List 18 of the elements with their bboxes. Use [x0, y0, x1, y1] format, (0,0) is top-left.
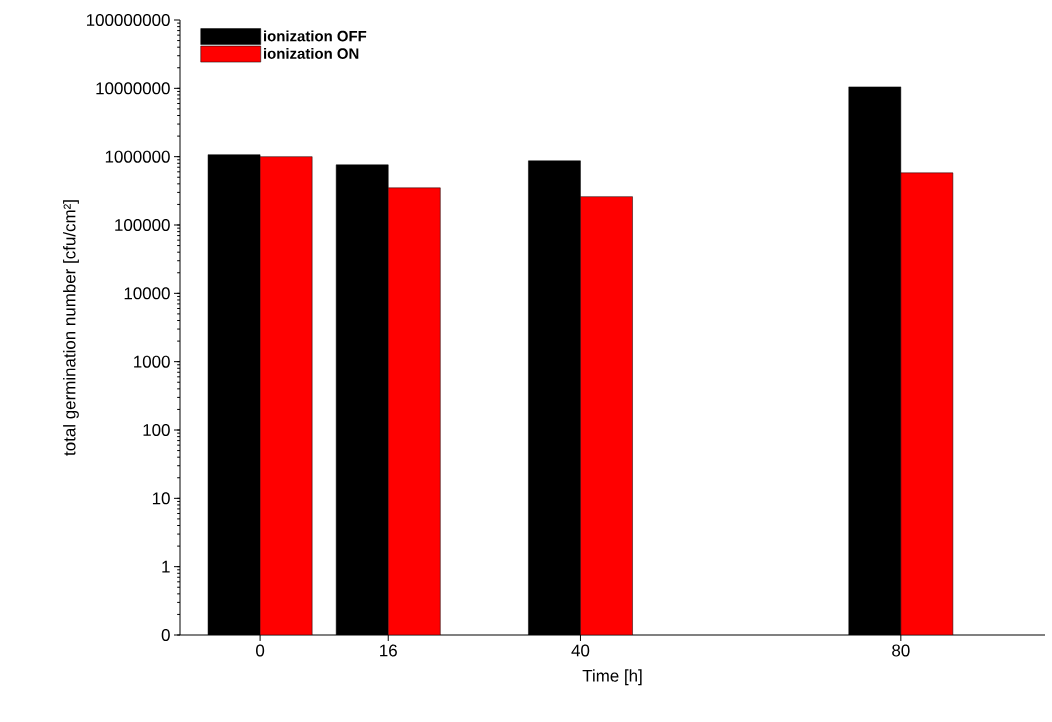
y-tick-label: 1000 [134, 355, 170, 368]
x-axis-title: Time [h] [582, 669, 642, 686]
y-tick-label: 10000 [124, 287, 170, 300]
y-axis-title: total germination number [cfu/cm²] [63, 200, 79, 456]
x-tick-label: 0 [256, 644, 265, 657]
y-tick-label: 1 [162, 560, 170, 573]
y-tick-label: 100 [143, 424, 170, 436]
x-tick-label: 80 [892, 644, 910, 657]
x-tick-label: 16 [380, 644, 397, 657]
y-tick-label: 1000000 [105, 150, 170, 163]
legend-label: ionization ON [264, 47, 359, 59]
y-tick-label: 100000 [115, 219, 170, 231]
y-tick-label: 10000000 [96, 82, 170, 95]
x-tick-label: 40 [571, 644, 590, 657]
y-tick-label: 100000000 [87, 14, 170, 26]
legend-label: ionization OFF [264, 30, 367, 42]
y-tick-label: 0 [161, 629, 170, 641]
y-tick-label: 10 [152, 492, 170, 505]
